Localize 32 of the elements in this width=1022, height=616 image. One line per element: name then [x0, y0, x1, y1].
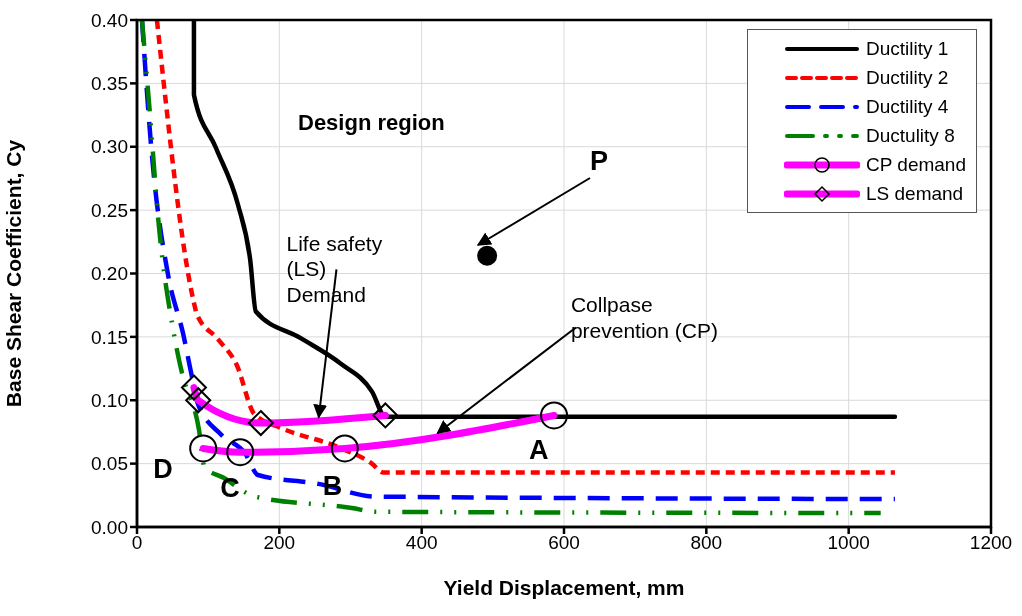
y-tick-label: 0.15 [91, 326, 128, 348]
y-tick-label: 0.40 [91, 9, 128, 31]
y-tick-label: 0.35 [91, 73, 128, 95]
annotation: Collpase prevention (CP) [570, 293, 718, 342]
point [477, 245, 498, 266]
legend-label: Ductility 2 [866, 66, 949, 89]
annotation: D [153, 454, 173, 485]
legend-label: LS demand [866, 182, 964, 205]
legend-label: Ductility 1 [866, 37, 949, 60]
annotation: C [220, 473, 240, 504]
y-axis-title: Base Shear Coefficient, Cy [2, 139, 26, 408]
annotation: P [590, 146, 609, 176]
y-tick-label: 0.30 [91, 136, 128, 158]
x-tick-label: 600 [548, 532, 580, 554]
annotation: Design region [298, 110, 445, 135]
x-tick-label: 1200 [969, 532, 1013, 554]
legend-label: Ductility 4 [866, 95, 949, 118]
legend-label: Ductulity 8 [866, 124, 955, 147]
x-tick-label: 0 [131, 532, 143, 554]
y-tick-label: 0.20 [91, 263, 128, 285]
annotation: A [529, 435, 549, 466]
x-tick-label: 800 [690, 532, 723, 554]
y-tick-label: 0.25 [91, 199, 128, 221]
point [372, 402, 399, 429]
y-tick-label: 0.10 [91, 389, 128, 411]
x-axis-title: Yield Displacement, mm [443, 576, 685, 599]
x-tick-label: 200 [263, 532, 296, 554]
y-tick-label: 0.00 [91, 516, 128, 538]
legend-label: CP demand [866, 153, 966, 176]
y-tick-label: 0.05 [91, 453, 128, 475]
x-tick-label: 400 [405, 532, 438, 554]
x-tick-label: 1000 [827, 532, 870, 554]
